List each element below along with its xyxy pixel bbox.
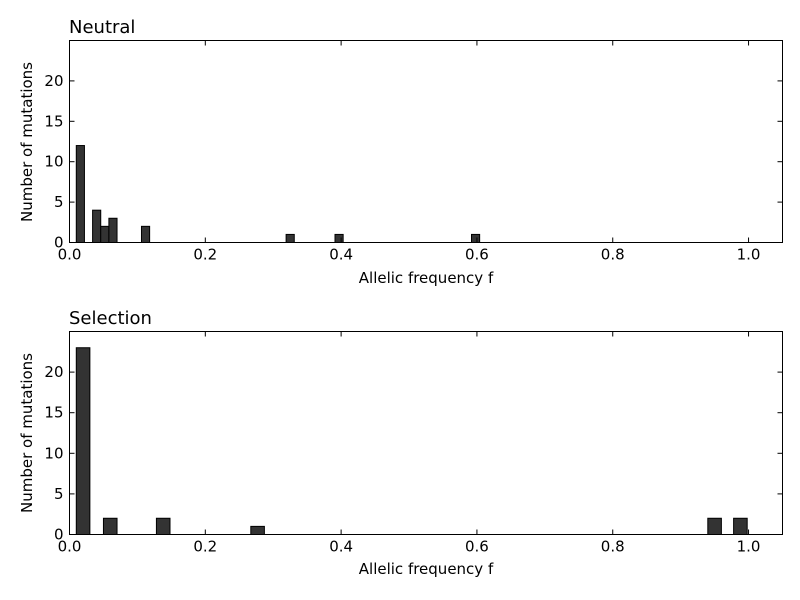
neutral-x-tick-label: 0.0 [58, 246, 82, 264]
neutral-title: Neutral [69, 17, 135, 38]
neutral-x-tick-label: 1.0 [737, 246, 761, 264]
selection-panel: Selection Number of mutations Allelic fr… [18, 308, 783, 578]
neutral-plot-frame [69, 40, 783, 243]
selection-y-tick-label: 15 [44, 404, 63, 422]
selection-plot-frame [69, 331, 783, 535]
neutral-bar [285, 233, 295, 243]
selection-title: Selection [69, 308, 152, 329]
neutral-y-tick-label: 5 [54, 193, 64, 211]
selection-bar [707, 517, 722, 536]
neutral-x-tick-label: 0.2 [193, 246, 217, 264]
selection-y-axis-label: Number of mutations [18, 353, 36, 513]
selection-y-tick-label: 20 [44, 363, 63, 381]
neutral-bars [75, 145, 481, 243]
selection-x-tick-label: 0.2 [193, 538, 217, 556]
neutral-x-tick-label: 0.4 [329, 246, 353, 264]
selection-x-axis-label: Allelic frequency f [359, 560, 494, 578]
selection-y-tick-label: 10 [44, 444, 63, 462]
selection-x-tick-label: 0.6 [465, 538, 489, 556]
selection-bar [250, 525, 265, 536]
neutral-bar [140, 225, 151, 243]
neutral-x-tick-label: 0.6 [465, 246, 489, 264]
selection-y-tick-label: 5 [54, 485, 64, 503]
selection-y-tick-label: 0 [54, 526, 64, 544]
neutral-panel: Neutral Number of mutations Allelic freq… [18, 17, 783, 287]
selection-bar [155, 517, 171, 536]
neutral-y-tick-label: 0 [54, 234, 64, 252]
neutral-y-axis-label: Number of mutations [18, 62, 36, 222]
neutral-y-tick-label: 15 [44, 112, 63, 130]
selection-x-tick-label: 0.4 [329, 538, 353, 556]
neutral-ticks: 0.0 0.2 0.4 0.6 0.8 1.0 0 5 10 15 20 [44, 40, 783, 264]
neutral-bar [108, 217, 118, 243]
neutral-x-axis-label: Allelic frequency f [359, 269, 494, 287]
selection-bar [102, 517, 118, 536]
neutral-bar [334, 233, 344, 243]
selection-x-tick-label: 0.8 [601, 538, 625, 556]
selection-bar [733, 517, 748, 536]
neutral-y-tick-label: 20 [44, 72, 63, 90]
selection-bar [75, 347, 91, 535]
selection-x-tick-label: 0.0 [58, 538, 82, 556]
neutral-bar [470, 233, 481, 243]
neutral-bar [92, 209, 102, 243]
neutral-y-tick-label: 10 [44, 153, 63, 171]
neutral-x-tick-label: 0.8 [601, 246, 625, 264]
selection-x-tick-label: 1.0 [737, 538, 761, 556]
neutral-bar [75, 145, 85, 243]
neutral-bar [100, 225, 110, 243]
selection-bars [75, 347, 748, 536]
selection-ticks: 0.0 0.2 0.4 0.6 0.8 1.0 0 5 10 15 20 [44, 331, 783, 556]
